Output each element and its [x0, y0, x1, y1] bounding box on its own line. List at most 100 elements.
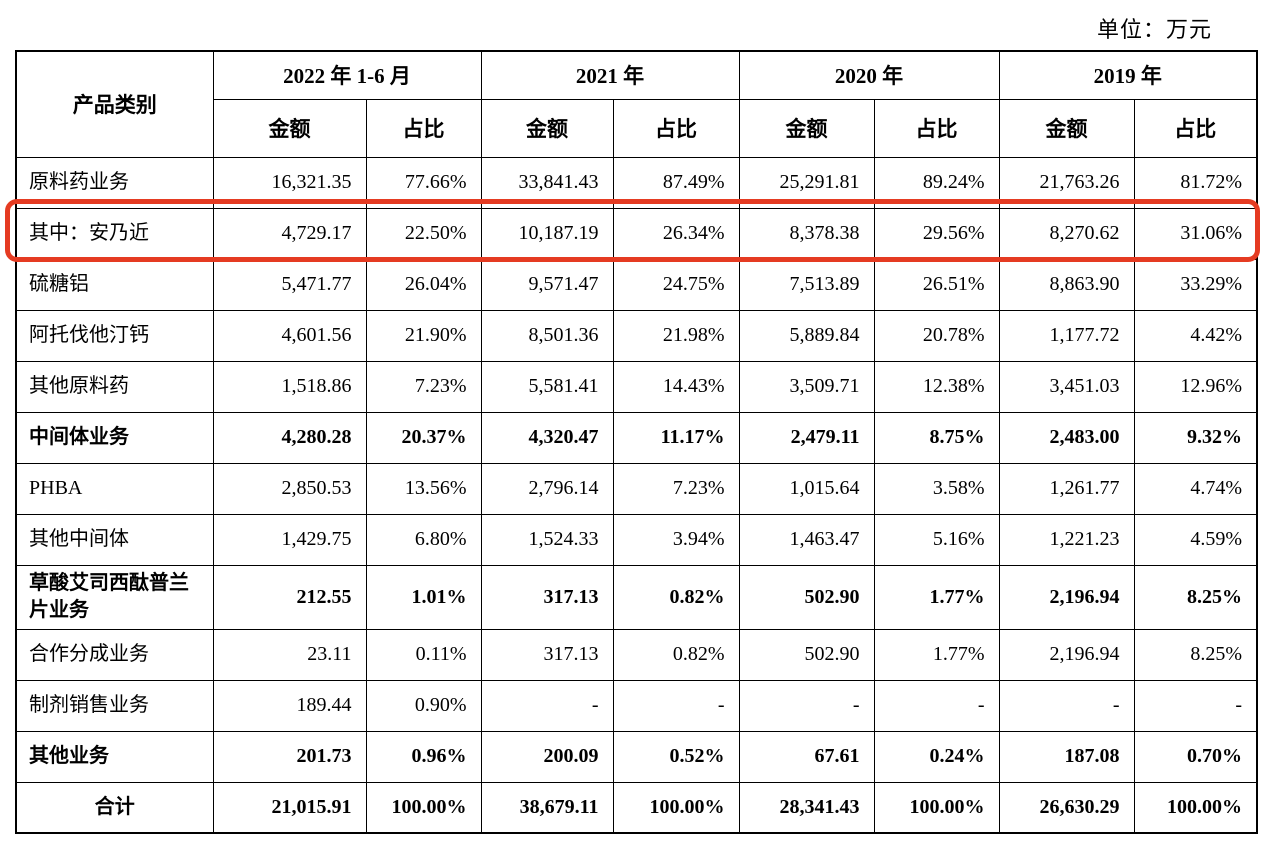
amount-cell: 2,850.53: [212, 462, 367, 515]
ratio-cell: 0.96%: [365, 730, 482, 783]
ratio-cell: 6.80%: [365, 513, 482, 566]
unit-label: 单位：万元: [1096, 17, 1212, 42]
ratio-cell: 9.32%: [1133, 411, 1258, 464]
ratio-cell: 31.06%: [1133, 207, 1258, 260]
amount-cell: -: [480, 679, 614, 732]
table-row-subtotal: 其他业务 201.73 0.96% 200.09 0.52% 67.61 0.2…: [15, 730, 1258, 783]
amount-cell: 23.11: [212, 628, 367, 681]
header-ratio: 占比: [1133, 98, 1258, 158]
amount-cell: 28,341.43: [738, 781, 875, 834]
table-row: 硫糖铝 5,471.77 26.04% 9,571.47 24.75% 7,51…: [15, 258, 1258, 311]
amount-cell: 2,796.14: [480, 462, 614, 515]
amount-cell: 212.55: [212, 564, 367, 630]
table-row-total: 合计 21,015.91 100.00% 38,679.11 100.00% 2…: [15, 781, 1258, 834]
ratio-cell: 8.25%: [1133, 564, 1258, 630]
header-amount: 金额: [480, 98, 614, 158]
amount-cell: 1,429.75: [212, 513, 367, 566]
amount-cell: 3,451.03: [998, 360, 1135, 413]
amount-cell: 502.90: [738, 628, 875, 681]
table-row-subtotal: 草酸艾司西酞普兰片业务 212.55 1.01% 317.13 0.82% 50…: [15, 564, 1258, 630]
row-label: 草酸艾司西酞普兰片业务: [15, 564, 214, 630]
ratio-cell: 81.72%: [1133, 156, 1258, 209]
header-amount: 金额: [212, 98, 367, 158]
ratio-cell: 29.56%: [873, 207, 1000, 260]
amount-cell: 201.73: [212, 730, 367, 783]
row-label: 硫糖铝: [15, 258, 214, 311]
amount-cell: 5,471.77: [212, 258, 367, 311]
row-label: 制剂销售业务: [15, 679, 214, 732]
header-product-category: 产品类别: [15, 50, 214, 158]
ratio-cell: 5.16%: [873, 513, 1000, 566]
amount-cell: 21,763.26: [998, 156, 1135, 209]
ratio-cell: 14.43%: [612, 360, 740, 413]
header-period-2021: 2021 年: [480, 50, 740, 100]
amount-cell: 4,729.17: [212, 207, 367, 260]
amount-cell: 26,630.29: [998, 781, 1135, 834]
amount-cell: 317.13: [480, 628, 614, 681]
amount-cell: 67.61: [738, 730, 875, 783]
ratio-cell: 26.51%: [873, 258, 1000, 311]
amount-cell: 33,841.43: [480, 156, 614, 209]
amount-cell: 16,321.35: [212, 156, 367, 209]
ratio-cell: 26.04%: [365, 258, 482, 311]
amount-cell: 502.90: [738, 564, 875, 630]
amount-cell: 5,581.41: [480, 360, 614, 413]
amount-cell: 2,196.94: [998, 564, 1135, 630]
ratio-cell: 1.01%: [365, 564, 482, 630]
ratio-cell: 4.42%: [1133, 309, 1258, 362]
ratio-cell: 0.52%: [612, 730, 740, 783]
row-label: 阿托伐他汀钙: [15, 309, 214, 362]
ratio-cell: 0.70%: [1133, 730, 1258, 783]
row-label: 其他业务: [15, 730, 214, 783]
table-row: 阿托伐他汀钙 4,601.56 21.90% 8,501.36 21.98% 5…: [15, 309, 1258, 362]
table-row: 其他原料药 1,518.86 7.23% 5,581.41 14.43% 3,5…: [15, 360, 1258, 413]
amount-cell: 8,863.90: [998, 258, 1135, 311]
ratio-cell: 4.59%: [1133, 513, 1258, 566]
ratio-cell: 4.74%: [1133, 462, 1258, 515]
amount-cell: 200.09: [480, 730, 614, 783]
ratio-cell: 8.75%: [873, 411, 1000, 464]
row-label: 其他中间体: [15, 513, 214, 566]
amount-cell: 4,601.56: [212, 309, 367, 362]
ratio-cell: 0.82%: [612, 628, 740, 681]
ratio-cell: 100.00%: [1133, 781, 1258, 834]
row-label: 合作分成业务: [15, 628, 214, 681]
amount-cell: 1,261.77: [998, 462, 1135, 515]
amount-cell: 38,679.11: [480, 781, 614, 834]
table-row: 制剂销售业务 189.44 0.90% - - - - - -: [15, 679, 1258, 732]
ratio-cell: 21.90%: [365, 309, 482, 362]
amount-cell: 1,177.72: [998, 309, 1135, 362]
ratio-cell: 12.38%: [873, 360, 1000, 413]
header-amount: 金额: [998, 98, 1135, 158]
header-row-metrics: 金额 占比 金额 占比 金额 占比 金额 占比: [16, 98, 1258, 158]
amount-cell: 8,270.62: [998, 207, 1135, 260]
amount-cell: 2,196.94: [998, 628, 1135, 681]
table-row: PHBA 2,850.53 13.56% 2,796.14 7.23% 1,01…: [15, 462, 1258, 515]
amount-cell: 3,509.71: [738, 360, 875, 413]
amount-cell: 8,378.38: [738, 207, 875, 260]
ratio-cell: 11.17%: [612, 411, 740, 464]
amount-cell: 1,463.47: [738, 513, 875, 566]
ratio-cell: 20.78%: [873, 309, 1000, 362]
ratio-cell: 13.56%: [365, 462, 482, 515]
amount-cell: 1,524.33: [480, 513, 614, 566]
header-ratio: 占比: [365, 98, 482, 158]
ratio-cell: 1.77%: [873, 628, 1000, 681]
ratio-cell: 33.29%: [1133, 258, 1258, 311]
ratio-cell: 12.96%: [1133, 360, 1258, 413]
ratio-cell: -: [873, 679, 1000, 732]
amount-cell: 7,513.89: [738, 258, 875, 311]
revenue-table: 产品类别 2022 年 1-6 月 2021 年 2020 年 2019 年 金…: [15, 50, 1258, 834]
ratio-cell: 21.98%: [612, 309, 740, 362]
ratio-cell: 7.23%: [612, 462, 740, 515]
amount-cell: 4,320.47: [480, 411, 614, 464]
amount-cell: 189.44: [212, 679, 367, 732]
row-label: 中间体业务: [15, 411, 214, 464]
ratio-cell: 3.58%: [873, 462, 1000, 515]
ratio-cell: 26.34%: [612, 207, 740, 260]
amount-cell: -: [998, 679, 1135, 732]
ratio-cell: 87.49%: [612, 156, 740, 209]
ratio-cell: 8.25%: [1133, 628, 1258, 681]
amount-cell: 187.08: [998, 730, 1135, 783]
